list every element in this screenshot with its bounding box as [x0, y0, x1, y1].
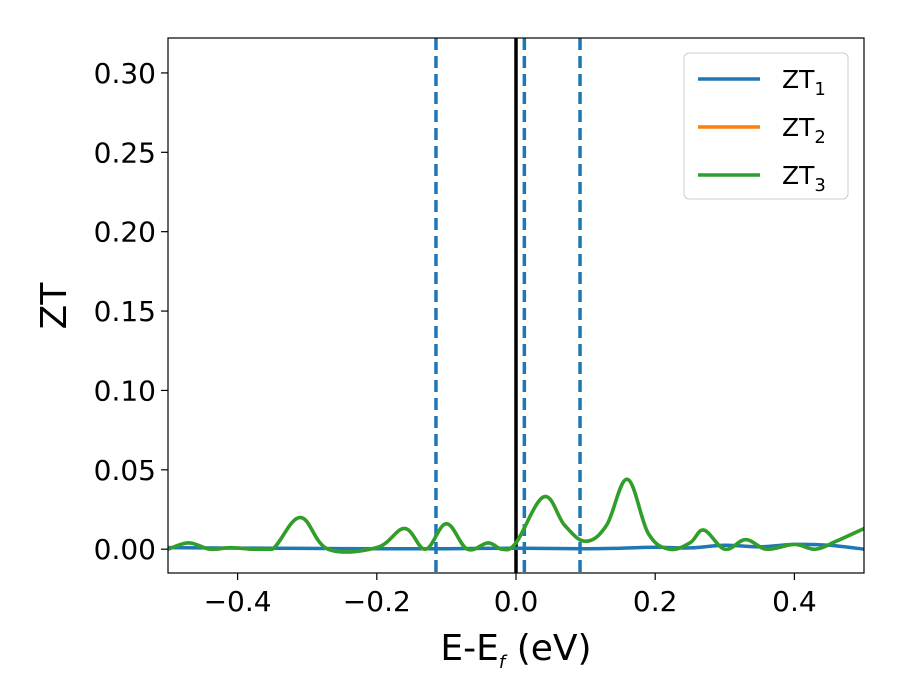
- x-tick-label: 0.2: [633, 585, 678, 618]
- y-axis-label: ZT: [34, 282, 75, 330]
- x-axis-label-unit: (eV): [505, 628, 591, 669]
- legend-label: ZT3: [782, 161, 826, 196]
- x-axis-label-main: E-E: [440, 628, 498, 669]
- y-tick-label: 0.25: [94, 136, 156, 169]
- y-tick-label: 0.30: [94, 57, 156, 90]
- y-tick-label: 0.20: [94, 216, 156, 249]
- legend-label-main: ZT: [782, 65, 815, 94]
- y-tick-label: 0.00: [94, 533, 156, 566]
- legend-label-main: ZT: [782, 113, 815, 142]
- x-tick-label: −0.4: [204, 585, 272, 618]
- series-line-zt1: [168, 542, 864, 551]
- y-tick-label: 0.05: [94, 454, 156, 487]
- y-tick-label: 0.15: [94, 295, 156, 328]
- legend-box: [683, 52, 849, 200]
- legend-label-subscript: 2: [814, 127, 825, 148]
- legend-label: ZT2: [782, 113, 826, 148]
- x-tick-label: 0.0: [494, 585, 539, 618]
- vertical-lines: [434, 38, 582, 573]
- y-axis-ticks: 0.00 0.05 0.10 0.15 0.20 0.25 0.30: [94, 57, 168, 566]
- legend-label-subscript: 1: [814, 79, 825, 100]
- x-tick-label: 0.4: [772, 585, 817, 618]
- legend-label-subscript: 3: [814, 175, 825, 196]
- x-axis-label-subscript: f: [499, 652, 508, 673]
- x-axis-ticks: −0.4 −0.2 0.0 0.2 0.4: [204, 573, 817, 618]
- x-tick-label: −0.2: [343, 585, 411, 618]
- plot-area: [168, 38, 864, 573]
- legend-label-main: ZT: [782, 161, 815, 190]
- x-axis-label: E-Ef (eV): [440, 628, 591, 673]
- y-tick-label: 0.10: [94, 374, 156, 407]
- series-lines: [168, 477, 864, 554]
- legend-label: ZT1: [782, 65, 826, 100]
- series-line-zt3: [168, 477, 864, 554]
